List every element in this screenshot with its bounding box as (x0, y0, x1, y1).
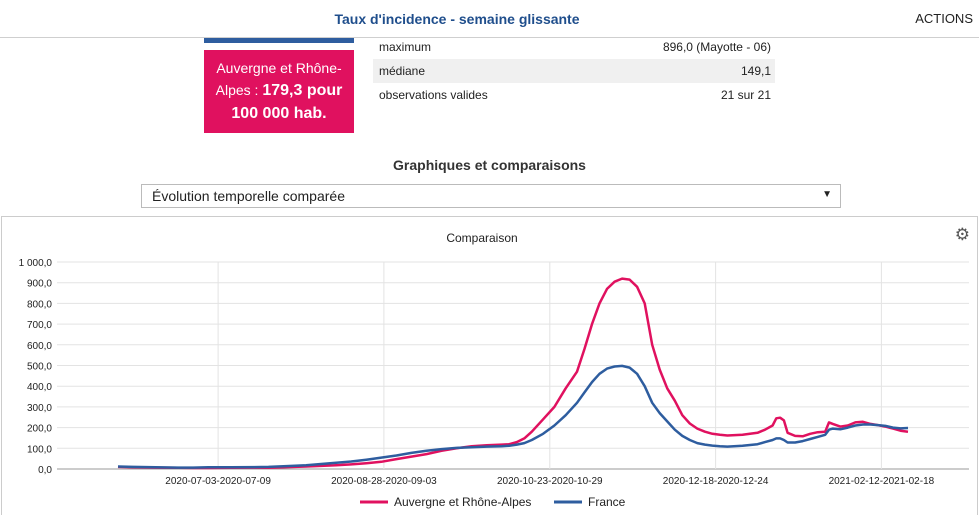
legend-label: France (588, 495, 626, 509)
stat-label: médiane (379, 64, 426, 78)
y-tick-label: 500,0 (27, 362, 52, 373)
y-tick-label: 0,0 (38, 465, 52, 476)
stat-value: 21 sur 21 (720, 88, 771, 102)
y-tick-label: 800,0 (27, 299, 52, 310)
stat-row-maximum: maximum 896,0 (Mayotte - 06) (373, 35, 775, 59)
series-line-auvergne-rhone-alpes (117, 277, 909, 470)
chart-title: Comparaison (446, 231, 517, 245)
y-tick-label: 700,0 (27, 320, 52, 331)
x-tick-label: 2020-10-23-2020-10-29 (497, 476, 603, 487)
y-tick-label: 900,0 (27, 279, 52, 290)
y-tick-label: 100,0 (27, 444, 52, 455)
chart-type-select-value: Évolution temporelle comparée (152, 188, 345, 204)
y-tick-label: 1 000,0 (19, 258, 53, 269)
series-line-france (117, 364, 909, 469)
chart-type-select[interactable]: Évolution temporelle comparée ▼ (141, 184, 841, 208)
stat-value: 149,1 (740, 64, 771, 78)
caret-down-icon: ▼ (822, 189, 832, 200)
stat-label: observations valides (379, 88, 488, 102)
x-tick-label: 2020-12-18-2020-12-24 (663, 476, 769, 487)
france-indicator-strip (204, 38, 354, 43)
top-header: Taux d'incidence - semaine glissante ACT… (0, 0, 979, 38)
gear-icon[interactable]: ⚙ (954, 225, 970, 244)
page-title: Taux d'incidence - semaine glissante (334, 11, 580, 27)
chart-panel: Comparaison 0,0 100,0 200,0 300,0 400,0 500,0 6… (1, 216, 978, 515)
stat-value: 896,0 (Mayotte - 06) (662, 40, 771, 54)
x-tick-label: 2021-02-12-2021-02-18 (829, 476, 935, 487)
stat-row-valid-observations: observations valides 21 sur 21 (373, 83, 775, 107)
x-tick-label: 2020-08-28-2020-09-03 (331, 476, 437, 487)
region-card-prefix: Auvergne et Rhône-Alpes : (215, 60, 342, 98)
region-incidence-card: Auvergne et Rhône-Alpes : 179,3 pour 100… (204, 50, 354, 133)
stat-row-median: médiane 149,1 (373, 59, 775, 83)
stat-label: maximum (379, 40, 432, 54)
y-tick-label: 200,0 (27, 424, 52, 435)
x-tick-label: 2020-07-03-2020-07-09 (165, 476, 271, 487)
actions-menu-button[interactable]: ACTIONS (915, 11, 973, 26)
y-tick-label: 400,0 (27, 382, 52, 393)
stats-table: maximum 896,0 (Mayotte - 06) médiane 149… (373, 35, 775, 107)
section-title: Graphiques et comparaisons (393, 157, 586, 173)
region-card-value: 179,3 pour 100 000 hab. (231, 82, 343, 122)
y-tick-label: 600,0 (27, 341, 52, 352)
comparison-chart: Comparaison 0,0 100,0 200,0 300,0 400,0 500,0 6… (19, 231, 969, 509)
y-tick-label: 300,0 (27, 403, 52, 414)
legend-label: Auvergne et Rhône-Alpes (394, 495, 531, 509)
